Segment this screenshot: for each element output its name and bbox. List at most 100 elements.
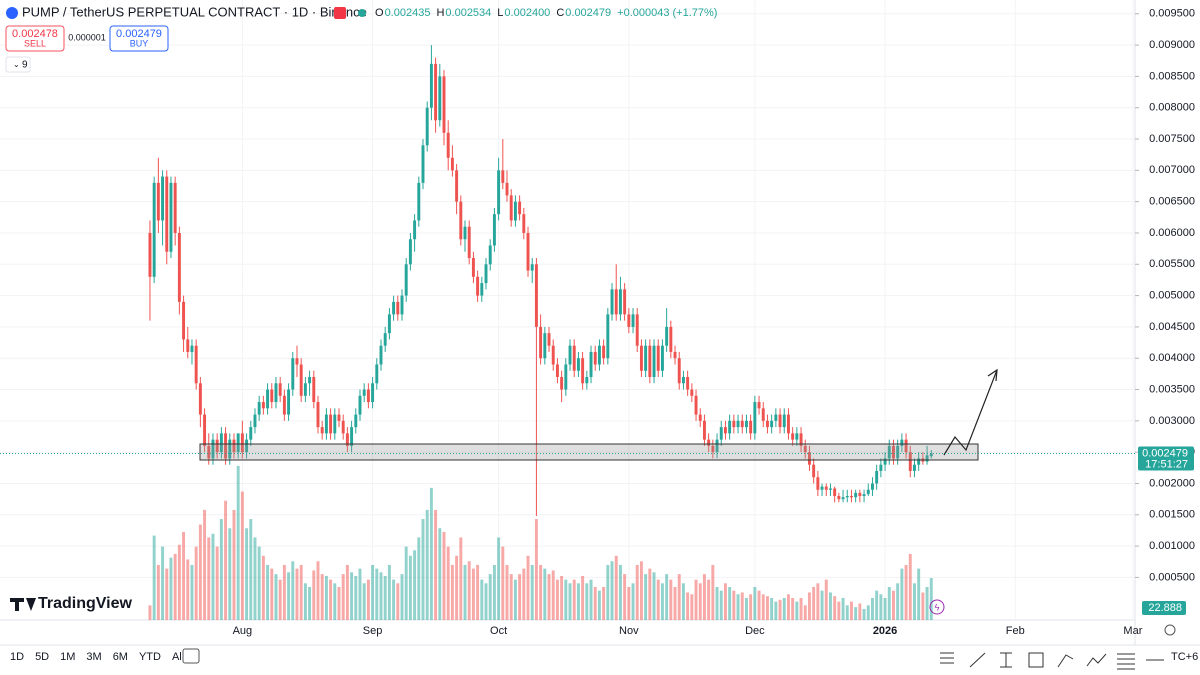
volume-bar — [833, 596, 837, 620]
y-tick-label: 0.006000 — [1149, 227, 1195, 239]
indicators-toggle[interactable] — [5, 56, 31, 73]
volume-bar — [757, 590, 761, 620]
volume-bar — [728, 586, 732, 620]
candle-body — [543, 333, 547, 359]
indicators-count: 9 — [22, 60, 28, 71]
volume-bar — [303, 583, 307, 620]
volume-bar — [614, 555, 618, 620]
volume-bar — [408, 555, 412, 620]
range-button[interactable]: 1M — [60, 651, 75, 663]
date-range-icon[interactable] — [182, 648, 200, 664]
volume-bar — [702, 574, 706, 620]
timezone[interactable]: TC+6 — [1171, 651, 1198, 663]
candle-body — [295, 358, 299, 365]
candle-body — [929, 453, 933, 457]
volume-bar — [652, 572, 656, 620]
volume-bar — [875, 590, 879, 620]
candle-body — [345, 433, 349, 446]
y-tick-label: 0.008000 — [1149, 102, 1195, 114]
flag-icon[interactable] — [334, 7, 346, 19]
candle-body — [707, 439, 711, 446]
volume-bar — [673, 586, 677, 620]
candle-body — [320, 427, 324, 434]
candle-body — [341, 420, 345, 434]
buy-button[interactable] — [109, 25, 169, 52]
candle-body — [186, 339, 190, 352]
sell-price: 0.002478 — [12, 28, 58, 40]
range-button[interactable]: All — [172, 651, 184, 663]
candle-body — [597, 345, 601, 365]
settings-icon[interactable] — [1164, 624, 1176, 636]
volume-bar — [908, 553, 912, 620]
candle-body — [908, 452, 912, 471]
x-tick-label: Nov — [619, 625, 639, 637]
support-zone[interactable] — [199, 443, 979, 461]
candle-body — [581, 358, 585, 384]
candle-body — [900, 439, 904, 446]
volume-bar — [316, 561, 320, 620]
tool-icon[interactable] — [969, 652, 986, 668]
volume-bar — [526, 555, 530, 620]
candle-body — [249, 427, 253, 440]
drawing-toolbar — [912, 648, 1172, 672]
candle-body — [812, 464, 816, 478]
tool-icon[interactable] — [1028, 652, 1044, 668]
candle-body — [803, 445, 807, 453]
y-tick-label: 0.009500 — [1149, 8, 1195, 20]
candle-body — [442, 76, 446, 133]
tool-icon[interactable] — [1000, 652, 1012, 668]
range-button[interactable]: 1D — [10, 651, 24, 663]
candle-body — [593, 351, 597, 365]
candle-body — [560, 377, 564, 390]
candle-body — [169, 182, 173, 252]
candle-body — [173, 182, 177, 233]
candle-body — [253, 414, 257, 428]
candle-body — [501, 170, 505, 183]
range-button[interactable]: YTD — [139, 651, 161, 663]
candle-body — [505, 182, 509, 196]
x-tick-label: Mar — [1123, 625, 1142, 637]
candle-body — [715, 439, 719, 453]
volume-bar — [455, 555, 459, 620]
alert-icon[interactable] — [929, 599, 945, 615]
tool-icon[interactable] — [1057, 654, 1074, 668]
candle-body — [648, 345, 652, 378]
candle-body — [207, 445, 211, 459]
volume-bar — [299, 564, 303, 620]
volume-bar — [929, 578, 933, 620]
sell-button[interactable] — [5, 25, 65, 52]
candle-body — [232, 439, 236, 453]
volume-bar — [870, 597, 874, 620]
candle-body — [904, 439, 908, 453]
candle-body — [828, 488, 832, 490]
volume-bar — [501, 546, 505, 620]
candle-body — [413, 220, 417, 240]
y-tick-label: 0.009000 — [1149, 39, 1195, 51]
volume-bar — [312, 570, 316, 620]
volume-bar — [841, 597, 845, 620]
volume-bar — [266, 564, 270, 620]
symbol-title[interactable]: PUMP / TetherUS PERPETUAL CONTRACT · 1D … — [22, 4, 367, 19]
volume-bar — [866, 605, 870, 620]
volume-bar — [816, 583, 820, 620]
drawing-toolbar-bg — [912, 648, 1172, 672]
candle-body — [282, 395, 286, 415]
tool-icon[interactable] — [940, 652, 954, 664]
projection-arrow[interactable] — [943, 369, 998, 456]
tool-icon[interactable] — [1086, 653, 1107, 667]
range-button[interactable]: 3M — [86, 651, 101, 663]
volume-bar — [618, 564, 622, 620]
volume-bar — [245, 528, 249, 620]
tool-icon[interactable] — [1117, 653, 1135, 670]
volume-bar — [341, 574, 345, 620]
candle-body — [719, 427, 723, 440]
candle-body — [308, 377, 312, 384]
range-button[interactable]: 6M — [113, 651, 128, 663]
arrow-head — [987, 368, 998, 382]
candle-body — [497, 170, 501, 215]
y-tick-label: 0.000500 — [1149, 571, 1195, 583]
candle-body — [270, 389, 274, 403]
volume-bar — [690, 594, 694, 620]
candle-body — [690, 389, 694, 396]
range-button[interactable]: 5D — [35, 651, 49, 663]
